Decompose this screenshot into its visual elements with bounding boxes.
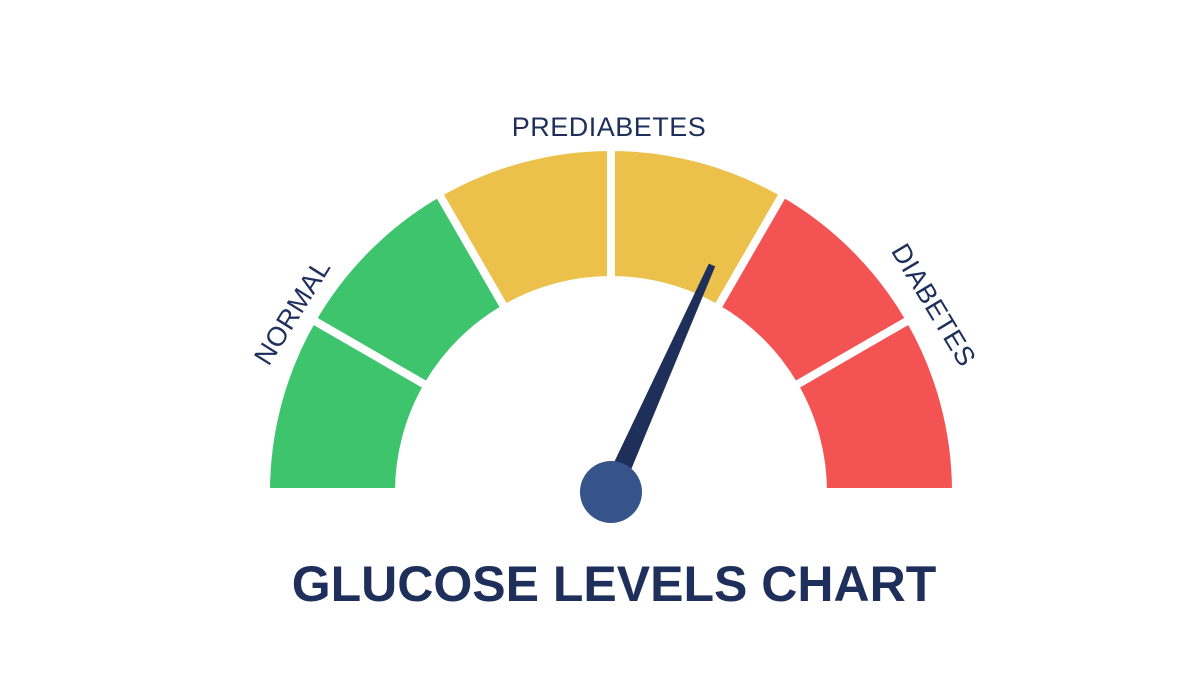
- needle: [601, 263, 716, 497]
- gauge-segments: [262, 143, 960, 496]
- gauge-segment: [790, 315, 960, 496]
- title: GLUCOSE LEVELS CHART: [292, 556, 936, 612]
- prediabetes-label: PREDIABETES: [512, 112, 707, 142]
- needle-hub: [580, 461, 642, 523]
